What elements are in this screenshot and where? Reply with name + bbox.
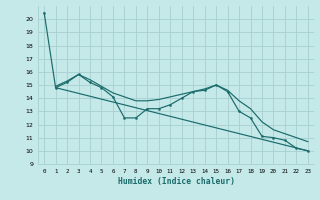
X-axis label: Humidex (Indice chaleur): Humidex (Indice chaleur) xyxy=(117,177,235,186)
